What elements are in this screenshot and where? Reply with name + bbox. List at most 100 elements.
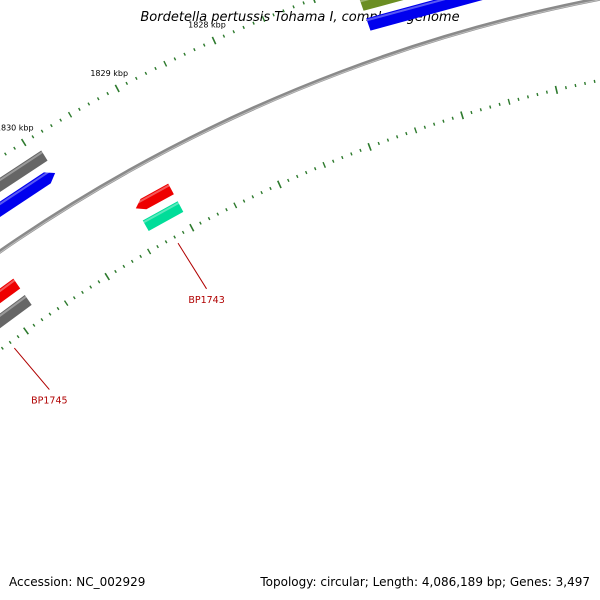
plus-tick-mark [135,76,138,81]
minus-tick-mark [574,83,577,88]
minus-tick-mark [413,127,418,134]
footer-summary: Topology: circular; Length: 4,086,189 bp… [260,575,590,589]
feature-blue-5 [0,172,56,218]
scale-label: 1830 kbp [0,124,34,133]
feature-red-6 [135,183,174,210]
plus-tick-mark [183,52,186,56]
minus-tick-mark [16,335,20,339]
minus-tick-mark [442,119,445,123]
minus-tick-mark [545,90,548,94]
minus-tick-mark [260,190,263,195]
feature-gray-9 [0,295,32,329]
minus-tick-mark [251,195,255,199]
feature-highlight [133,184,170,206]
minus-tick-mark [48,312,52,316]
minus-tick-mark [277,180,282,189]
minus-tick-mark [40,318,44,322]
gene-label-bp1743: BP1743 [188,295,224,306]
minus-tick-mark [63,300,69,306]
plus-tick-mark [242,25,245,30]
minus-tick-mark [233,202,238,209]
minus-tick-mark [584,81,587,86]
minus-tick-mark [451,116,454,120]
gene-label-bp1745: BP1745 [31,396,67,407]
minus-tick-mark [295,174,299,179]
plus-tick-mark [261,15,266,23]
feature-highlight [366,0,446,22]
minus-tick-mark [367,142,372,151]
minus-tick-mark [507,98,511,105]
backbone-highlight [0,0,600,254]
plus-tick-mark [302,1,305,5]
plus-tick-mark [67,111,73,118]
minus-tick-mark [359,148,362,153]
plus-tick-mark [13,146,16,150]
plus-tick-mark [106,91,110,96]
minus-tick-mark [460,111,465,120]
footer-accession: Accession: NC_002929 [9,575,146,589]
minus-tick-mark [189,223,195,232]
minus-tick-mark [269,186,272,191]
plus-tick-mark [59,118,63,122]
plus-tick-mark [4,152,7,156]
minus-tick-mark [139,254,143,259]
minus-tick-mark [181,230,185,234]
feature-highlight [0,295,27,318]
feature-blue-3 [366,0,483,31]
gene-leader-line [13,347,50,390]
minus-tick-mark [89,285,93,289]
minus-tick-mark [433,122,436,126]
minus-tick-mark [199,221,202,225]
minus-tick-mark [156,244,159,249]
minus-tick-mark [287,178,290,183]
feature-gray-4 [0,150,48,193]
minus-tick-mark [104,272,111,281]
minus-tick-mark [304,170,308,175]
plus-tick-mark [78,107,81,111]
backbone-line [0,0,600,254]
plus-tick-mark [292,5,295,9]
minus-tick-mark [0,346,4,350]
minus-tick-mark [498,102,501,107]
minus-tick-mark [377,141,380,146]
minus-tick-mark [517,97,520,101]
feature-highlight [0,151,43,182]
feature-highlight [0,279,16,293]
plus-tick-mark [20,138,27,147]
feature-highlight [0,168,54,206]
plus-tick-mark [272,13,275,17]
plus-tick-mark [211,36,217,45]
minus-tick-mark [536,92,539,97]
plus-tick-mark [154,66,157,71]
minus-tick-mark [72,296,76,300]
minus-tick-mark [225,208,228,212]
minus-tick-mark [526,95,530,99]
minus-tick-mark [489,105,492,109]
minus-tick-mark [207,216,211,221]
plus-tick-mark [87,102,91,106]
plus-tick-mark [282,9,285,13]
minus-tick-mark [8,340,12,345]
minus-tick-mark [242,199,246,203]
minus-tick-mark [386,138,390,142]
plus-tick-mark [125,81,129,86]
scale-label: 1828 kbp [188,21,226,30]
minus-tick-mark [23,327,29,335]
minus-tick-mark [81,290,84,294]
minus-tick-mark [313,167,317,171]
minus-tick-mark [216,212,220,216]
plus-tick-mark [40,129,44,133]
plus-tick-mark [193,47,196,52]
minus-tick-mark [332,159,335,163]
feature-teal-7 [142,201,184,231]
minus-tick-mark [479,108,482,112]
minus-tick-mark [122,264,126,269]
plus-tick-mark [96,97,100,101]
minus-tick-mark [395,135,399,139]
minus-tick-mark [322,161,327,168]
minus-tick-mark [470,110,473,115]
minus-tick-mark [350,152,353,156]
plus-tick-mark [313,0,316,4]
plus-tick-mark [232,30,235,34]
